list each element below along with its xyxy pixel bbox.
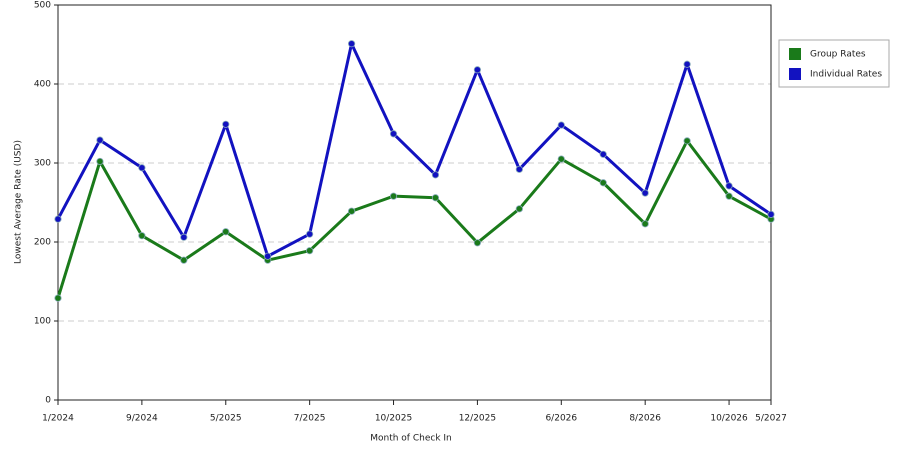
x-tick-label: 6/2026: [545, 414, 577, 424]
point: [306, 230, 314, 238]
point: [306, 247, 314, 255]
series-line: [56, 42, 772, 258]
x-tick-label: 1/2024: [42, 414, 74, 424]
point: [222, 120, 230, 128]
series-line: [56, 139, 772, 299]
y-axis-label: Lowest Average Rate (USD): [14, 140, 24, 264]
point: [264, 252, 272, 260]
y-tick-label: 500: [34, 1, 51, 11]
legend-label: Group Rates: [810, 50, 866, 60]
point: [683, 137, 691, 145]
point: [222, 228, 230, 236]
point: [180, 256, 188, 264]
point: [641, 220, 649, 228]
point: [138, 164, 146, 172]
point: [515, 165, 523, 173]
point: [599, 179, 607, 187]
plot-frame: [57, 4, 772, 401]
y-tick-label: 100: [34, 317, 51, 327]
point: [180, 233, 188, 241]
x-tick-label: 10/2025: [375, 414, 412, 424]
x-tick-label: 7/2025: [294, 414, 326, 424]
point: [557, 121, 565, 129]
legend-label: Individual Rates: [810, 70, 882, 80]
point: [431, 171, 440, 179]
point: [389, 192, 398, 200]
point: [641, 189, 649, 197]
point: [683, 60, 691, 68]
x-tick-label: 8/2026: [629, 414, 661, 424]
y-tick-label: 0: [45, 396, 51, 406]
point: [473, 239, 482, 247]
point: [96, 136, 104, 144]
point: [389, 130, 398, 138]
x-tick-label: 10/2026: [710, 414, 748, 424]
point: [96, 157, 104, 166]
y-tick-label: 200: [34, 238, 51, 248]
point: [725, 192, 733, 200]
point: [54, 215, 62, 223]
point: [599, 150, 607, 158]
x-tick-label: 9/2024: [126, 414, 158, 424]
point: [54, 294, 62, 302]
point: [767, 210, 775, 218]
point: [347, 40, 356, 48]
x-tick-label: 5/2025: [210, 414, 242, 424]
y-tick-label: 400: [34, 80, 51, 90]
point: [347, 207, 356, 215]
point: [138, 232, 146, 240]
legend-swatch: [789, 68, 801, 80]
x-axis-label: Month of Check In: [370, 434, 452, 444]
point: [557, 155, 565, 163]
point: [725, 182, 733, 190]
point: [515, 205, 523, 213]
point: [473, 66, 482, 74]
legend-swatch: [789, 48, 801, 60]
x-tick-label: 5/2027: [755, 414, 787, 424]
x-tick-label: 12/2025: [459, 414, 496, 424]
y-tick-label: 300: [34, 159, 51, 169]
point: [431, 194, 440, 202]
